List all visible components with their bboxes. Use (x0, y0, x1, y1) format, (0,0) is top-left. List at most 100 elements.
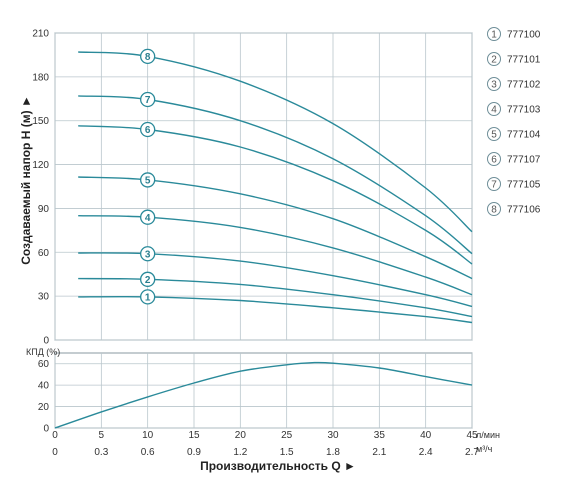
legend-item-1: 1 777100 (487, 27, 541, 41)
legend-marker-circle (487, 27, 501, 41)
curve-marker-3: 3 (140, 246, 156, 262)
legend-marker-label: 3 (491, 80, 497, 91)
legend-marker-label: 7 (491, 180, 497, 191)
head-curve-7 (78, 95, 473, 255)
head-curve-8 (78, 51, 473, 233)
x-axis-title: Производительность Q ► (200, 459, 356, 473)
legend-item-3: 3 777102 (487, 77, 541, 91)
y-tick-label-head: 120 (32, 160, 49, 171)
head-curves (78, 51, 473, 324)
y-tick-label-efficiency: 40 (38, 381, 50, 392)
efficiency-chart-grid (54, 352, 473, 429)
curve-marker-5: 5 (140, 172, 156, 188)
x-tick-label-m3h: 2.4 (419, 447, 433, 458)
y-tick-label-head: 150 (32, 116, 49, 127)
legend-label: 777105 (507, 180, 541, 191)
curve-marker-circle (140, 246, 156, 262)
head-curve-6 (78, 125, 473, 265)
curve-marker-label: 1 (145, 292, 151, 303)
y-axis-title-efficiency: КПД (%) (26, 347, 60, 357)
x-tick-label-lmin: 0 (52, 430, 58, 441)
legend-label: 777107 (507, 155, 541, 166)
x-tick-label-lmin: 15 (188, 430, 200, 441)
x-tick-label-lmin: 45 (466, 430, 478, 441)
head-curve-4 (78, 215, 473, 296)
head-plot-frame (54, 32, 473, 341)
legend-marker-label: 5 (491, 130, 497, 141)
curve-marker-label: 7 (145, 95, 151, 106)
x-tick-label-lmin: 40 (420, 430, 432, 441)
legend-marker-circle (487, 102, 501, 116)
legend-marker-label: 2 (491, 55, 497, 66)
curve-marker-circle (140, 91, 156, 108)
curve-marker-label: 2 (145, 275, 151, 286)
curve-marker-circle (140, 289, 156, 305)
curve-marker-1: 1 (140, 289, 156, 305)
legend-marker-circle (487, 52, 501, 66)
legend-item-5: 5 777104 (487, 127, 541, 141)
x-tick-label-lmin: 10 (142, 430, 154, 441)
legend-marker-circle (487, 77, 501, 91)
legend-label: 777100 (507, 30, 541, 41)
efficiency-curve (54, 361, 473, 429)
x-tick-label-lmin: 25 (281, 430, 293, 441)
curve-marker-label: 6 (145, 125, 151, 136)
head-curve-2 (78, 277, 473, 318)
head-chart-grid (54, 32, 473, 341)
y-tick-label-efficiency: 20 (38, 402, 50, 413)
x-tick-label-lmin: 30 (327, 430, 339, 441)
legend-item-8: 8 777106 (487, 202, 541, 216)
legend-marker-circle (487, 177, 501, 191)
legend-label: 777104 (507, 130, 541, 141)
legend-marker-label: 4 (491, 105, 497, 116)
curve-markers: 1 2 3 4 5 6 7 8 (140, 48, 156, 305)
x-axis-unit-m3h: м³/ч (476, 444, 493, 454)
curve-marker-circle (140, 172, 156, 188)
curve-marker-2: 2 (140, 271, 156, 287)
x-tick-label-m3h: 1.8 (326, 447, 340, 458)
curve-marker-label: 4 (145, 213, 151, 224)
curve-marker-circle (140, 209, 156, 225)
legend-marker-label: 1 (491, 30, 497, 41)
x-tick-label-m3h: 1.5 (280, 447, 294, 458)
legend-marker-circle (487, 152, 501, 166)
x-tick-label-lmin: 35 (374, 430, 386, 441)
x-tick-label-m3h: 0.9 (187, 447, 201, 458)
legend-marker-circle (487, 202, 501, 216)
x-axis-unit-lmin: л/мин (476, 430, 500, 440)
legend-item-6: 6 777107 (487, 152, 541, 166)
efficiency-plot-frame (54, 352, 473, 429)
curve-marker-4: 4 (140, 209, 156, 225)
y-tick-label-head: 30 (38, 292, 50, 303)
legend-item-7: 7 777105 (487, 177, 541, 191)
y-tick-label-head: 60 (38, 248, 50, 259)
y-tick-label-efficiency: 60 (38, 359, 50, 370)
y-tick-label-head: 180 (32, 72, 49, 83)
curve-marker-circle (140, 271, 156, 287)
legend-label: 777101 (507, 55, 541, 66)
y-tick-label-head: 0 (43, 336, 49, 347)
curve-marker-6: 6 (140, 121, 156, 138)
x-tick-label-m3h: 2.7 (465, 447, 479, 458)
legend-label: 777103 (507, 105, 541, 116)
head-curve-1 (78, 295, 473, 324)
legend-item-4: 4 777103 (487, 102, 541, 116)
legend-marker-circle (487, 127, 501, 141)
y-tick-label-efficiency: 0 (43, 424, 49, 435)
x-tick-label-m3h: 1.2 (233, 447, 247, 458)
legend-item-2: 2 777101 (487, 52, 541, 66)
legend-marker-label: 6 (491, 155, 497, 166)
x-tick-label-m3h: 0.6 (141, 447, 155, 458)
x-tick-label-m3h: 2.1 (372, 447, 386, 458)
curve-marker-circle (140, 48, 156, 65)
x-tick-label-lmin: 5 (99, 430, 105, 441)
legend-marker-label: 8 (491, 205, 497, 216)
curve-marker-7: 7 (140, 91, 156, 108)
curve-marker-label: 8 (145, 52, 151, 63)
y-tick-label-head: 210 (32, 29, 49, 40)
x-tick-label-m3h: 0 (52, 447, 58, 458)
head-curve-5 (78, 176, 473, 280)
x-tick-label-lmin: 20 (235, 430, 247, 441)
curve-marker-label: 3 (145, 249, 151, 260)
